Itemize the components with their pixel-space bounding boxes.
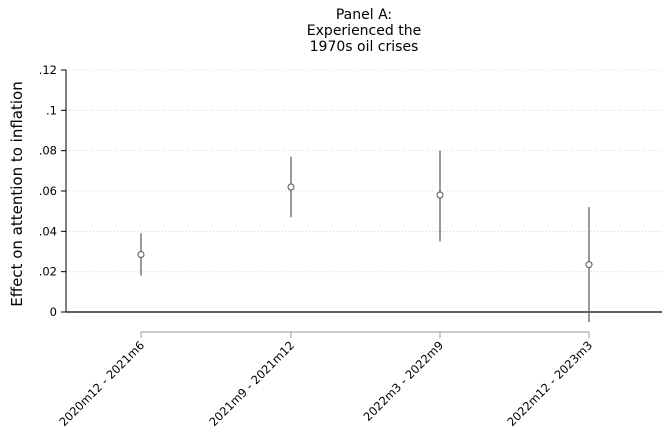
x-tick-layer: 2020m12 - 2021m6 2021m9 - 2021m12 2022m3 -…: [56, 332, 595, 429]
point-estimate-marker: [585, 261, 593, 269]
data-point-group: [287, 156, 295, 218]
y-tick-label: .04: [39, 224, 57, 238]
point-estimate-marker: [287, 183, 295, 191]
x-tick-label: 2020m12 - 2021m6: [56, 338, 147, 429]
y-tick-label: .12: [39, 63, 57, 77]
data-point-group: [585, 207, 593, 323]
data-point-group: [137, 233, 145, 276]
x-tick-label: 2022m3 - 2022m9: [361, 338, 447, 424]
data-point-group: [436, 150, 444, 242]
y-tick-label: 0: [50, 305, 57, 319]
chart-title-line-3: 1970s oil crises: [310, 39, 419, 55]
chart-title: Panel A: Experienced the 1970s oil crise…: [307, 7, 421, 55]
y-tick-label: .02: [39, 265, 57, 279]
y-tick-label: .08: [39, 144, 57, 158]
grid-layer: [66, 69, 662, 273]
y-tick-label: .1: [46, 103, 57, 117]
x-tick-label: 2021m9 - 2021m12: [206, 338, 297, 429]
series-layer: [137, 150, 593, 323]
chart-title-line-1: Panel A:: [336, 7, 392, 23]
x-tick-label: 2022m12 - 2023m3: [504, 338, 595, 429]
point-estimate-marker: [436, 191, 444, 199]
y-tick-layer: 0 .02 .04 .06 .08 .1 .12: [39, 63, 66, 319]
point-estimate-marker: [137, 251, 145, 259]
y-tick-label: .06: [39, 184, 57, 198]
y-axis-label: Effect on attention to inflation: [8, 81, 26, 306]
axis-layer: [65, 70, 662, 333]
chart-title-line-2: Experienced the: [307, 23, 421, 39]
